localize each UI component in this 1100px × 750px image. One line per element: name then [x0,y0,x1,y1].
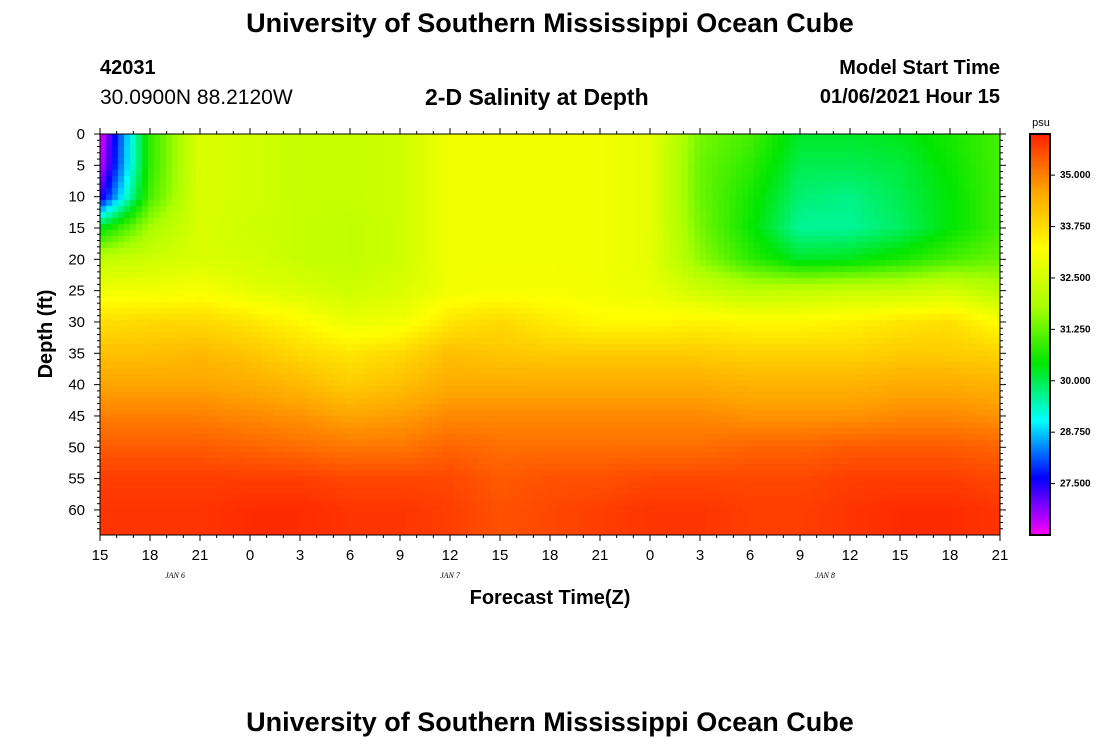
y-tick-label: 35 [68,345,85,362]
date-label: JAN 8 [815,571,835,580]
x-tick-label: 6 [346,547,354,564]
y-tick-label: 40 [68,377,85,394]
x-tick-label: 15 [92,547,109,564]
y-tick-label: 30 [68,314,85,331]
y-tick-label: 5 [77,157,85,174]
colorbar: psu 35.000 33.750 32.500 31.250 30.000 28.750… [1029,117,1091,536]
y-tick-label: 15 [68,220,85,237]
x-tick-label: 12 [442,547,459,564]
y-tick-label: 0 [77,126,85,143]
footer-title: University of Southern Mississippi Ocean… [246,707,854,737]
x-tick-label: 18 [542,547,559,564]
date-label: JAN 6 [165,571,185,580]
colorbar-label: 31.250 [1060,324,1091,335]
colorbar-units: psu [1032,117,1050,129]
x-tick-label: 18 [142,547,159,564]
x-tick-label: 18 [942,547,959,564]
station-location: 30.0900N 88.2120W [100,86,293,109]
x-tick-label: 9 [796,547,804,564]
colorbar-label: 33.750 [1060,222,1091,233]
heatmap-area [100,134,1000,535]
y-tick-label: 50 [68,439,85,456]
heatmap-canvas [100,134,1000,535]
date-label: JAN 7 [440,571,461,580]
x-tick-label: 21 [992,547,1009,564]
colorbar-label: 35.000 [1060,170,1091,181]
x-tick-label: 12 [842,547,859,564]
y-tick-label: 20 [68,251,85,268]
model-start-value: 01/06/2021 Hour 15 [819,86,1000,108]
y-tick-label: 25 [68,283,85,300]
y-tick-label: 60 [68,502,85,519]
y-tick-label: 45 [68,408,85,425]
x-tick-label: 21 [592,547,609,564]
x-axis: 15 18 21 0 3 6 9 12 15 18 21 0 3 6 9 12 15 18 21 JAN 6 JAN 7… [92,128,1009,580]
y-axis-label: Depth (ft) [35,290,57,379]
chart-title: 2-D Salinity at Depth [425,84,649,110]
x-tick-label: 0 [246,547,254,564]
y-tick-label: 55 [68,471,85,488]
colorbar-label: 28.750 [1060,427,1091,438]
colorbar-label: 32.500 [1060,273,1091,284]
x-tick-label: 3 [696,547,704,564]
station-id: 42031 [100,57,156,79]
colorbar-label: 30.000 [1060,376,1091,387]
x-tick-label: 15 [492,547,509,564]
x-tick-label: 15 [892,547,909,564]
x-axis-label: Forecast Time(Z) [470,587,631,609]
colorbar-label: 27.500 [1060,479,1091,490]
y-tick-label: 10 [68,189,85,206]
colorbar-bar [1029,133,1051,536]
x-tick-label: 21 [192,547,209,564]
x-tick-label: 9 [396,547,404,564]
x-tick-label: 0 [646,547,654,564]
y-axis: 0 5 10 15 20 25 30 35 40 45 50 55 60 [68,126,1006,530]
model-start-label: Model Start Time [839,57,1000,79]
x-tick-label: 6 [746,547,754,564]
page-title: University of Southern Mississippi Ocean… [246,8,854,38]
x-tick-label: 3 [296,547,304,564]
